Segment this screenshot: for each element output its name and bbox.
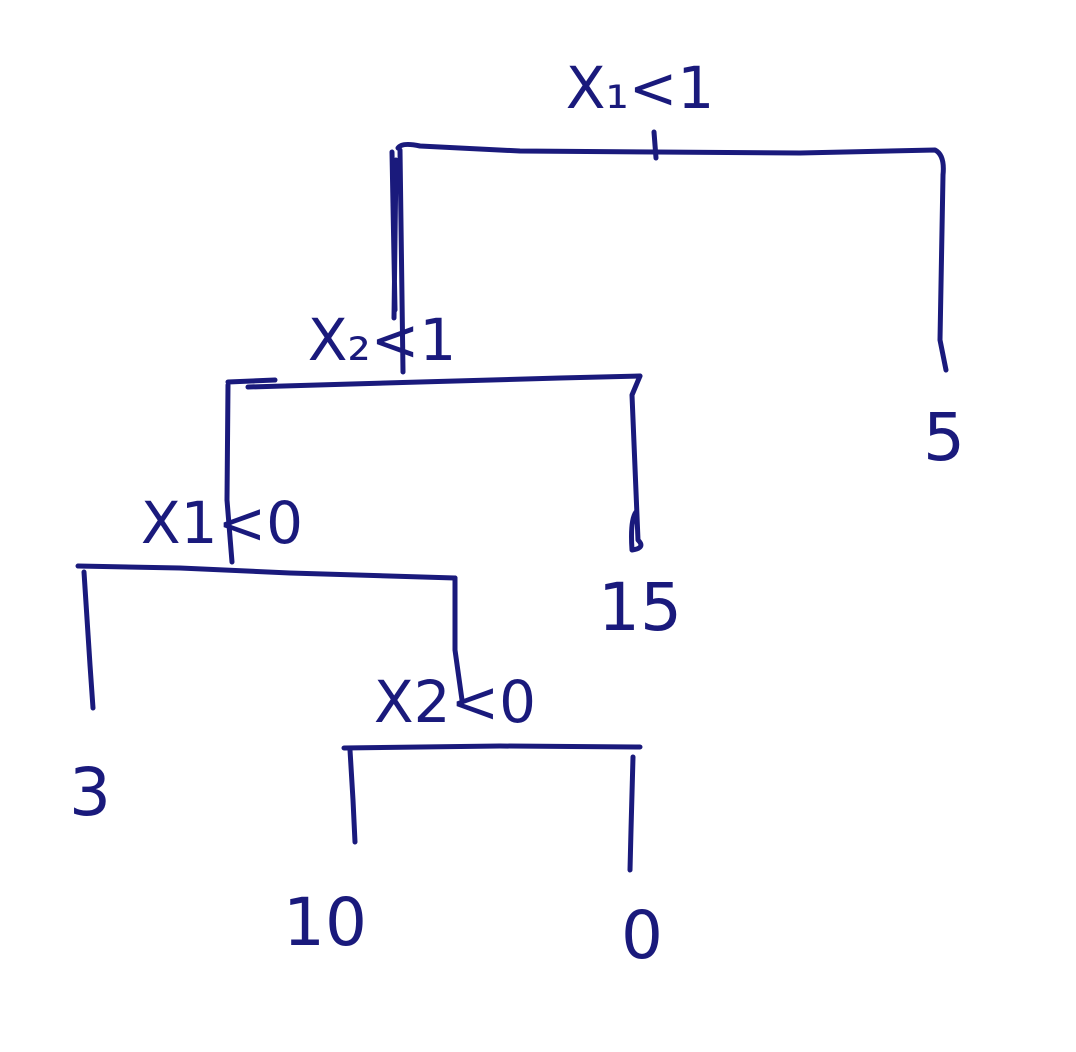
root-tick xyxy=(651,129,659,161)
x2-lt-1-split-bar xyxy=(225,373,643,390)
leaf-3: 3 xyxy=(69,754,111,831)
root-right-branch xyxy=(937,172,949,373)
leaf-5: 5 xyxy=(923,399,965,476)
x1-lt-0-split-bar xyxy=(75,563,458,581)
leaf-0: 0 xyxy=(621,897,663,974)
x2-lt-0-left-branch xyxy=(347,747,358,845)
x2-lt-0-split-label: X2<0 xyxy=(374,668,536,736)
root-split-label: X₁<1 xyxy=(566,54,714,122)
x1-lt-0-left-branch xyxy=(81,569,96,711)
x2-lt-0-split-node: X2<0 xyxy=(341,668,643,873)
x1-lt-0-split-label: X1<0 xyxy=(141,489,303,557)
x2-lt-1-split-node: X₂<1 xyxy=(224,306,644,565)
x2-lt-0-split-bar xyxy=(341,743,643,751)
root-split-bar xyxy=(395,141,946,178)
x2-lt-1-right-branch xyxy=(629,373,644,553)
x1-lt-0-split-node: X1<0 xyxy=(75,489,465,711)
x2-lt-0-right-branch xyxy=(627,754,636,873)
x2-lt-1-left-branch xyxy=(224,382,235,565)
root-split-node: X₁<1 xyxy=(389,54,949,375)
root-left-branch xyxy=(389,147,406,375)
leaf-10: 10 xyxy=(283,884,367,961)
leaf-15: 15 xyxy=(598,569,682,646)
x2-lt-1-split-label: X₂<1 xyxy=(308,306,456,374)
x1-lt-0-right-branch xyxy=(452,575,465,703)
